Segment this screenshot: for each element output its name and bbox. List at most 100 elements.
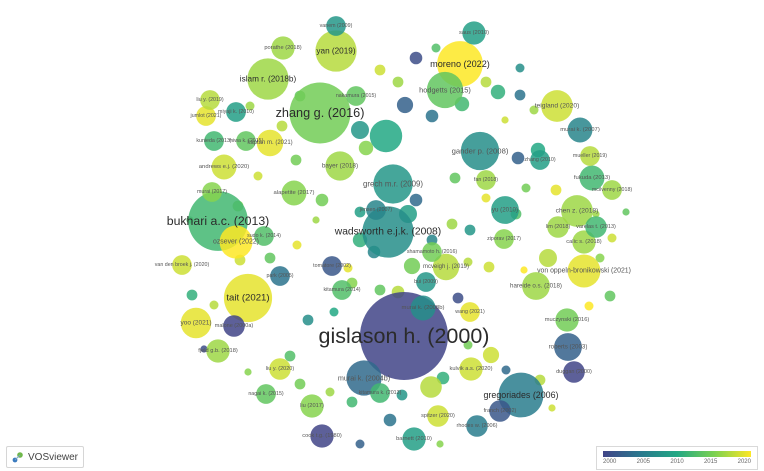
node-dot[interactable] [245,101,255,111]
node-circle[interactable] [270,266,290,286]
node-circle[interactable] [530,150,550,170]
node-dot[interactable] [396,389,408,401]
node-label[interactable]: franch (2002) [484,408,517,414]
node-dot[interactable] [329,307,339,317]
node-dot[interactable] [548,404,556,412]
node-label[interactable]: teigland (2020) [535,103,580,110]
node-label[interactable]: malone (2000a) [215,323,254,329]
node-label[interactable]: kaptan m. (2021) [247,140,292,146]
node-label[interactable]: ozsever (2022) [213,239,259,246]
node-dot[interactable] [244,368,252,376]
node-circle[interactable] [202,182,222,202]
node-dot[interactable] [354,206,366,218]
node-label[interactable]: kunieda (2013) [196,138,232,144]
node-dot[interactable] [520,266,528,274]
node-dot[interactable] [302,314,314,326]
node-label[interactable]: miyaji k. (2010) [218,109,254,115]
node-circle[interactable] [269,358,291,380]
node-label[interactable]: barnett (2010) [396,436,432,442]
node-dot[interactable] [392,76,404,88]
node-label[interactable]: mcilvenny (2018) [592,187,633,193]
node-label[interactable]: vanem (2009) [320,23,353,29]
node-label[interactable]: yan (2019) [316,47,355,56]
node-circle[interactable] [426,71,464,109]
node-circle[interactable] [572,230,596,254]
node-circle[interactable] [211,154,237,180]
node-label[interactable]: murai k. (2007) [560,127,600,133]
node-label[interactable]: fjeld g.b. (2018) [198,348,238,354]
node-dot[interactable] [284,350,296,362]
node-circle[interactable] [422,242,442,262]
node-dot[interactable] [607,233,617,243]
node-label[interactable]: calic s. (2018) [566,239,602,245]
node-dot[interactable] [396,96,414,114]
node-dot[interactable] [409,51,423,65]
node-label[interactable]: bui (2009) [414,279,438,285]
node-label[interactable]: chen z. (2018) [556,208,599,215]
node-dot[interactable] [436,440,444,448]
node-label[interactable]: roberts (2003) [549,344,588,351]
node-circle[interactable] [180,307,212,339]
node-label[interactable]: rhodes w. (2006) [457,423,498,429]
node-circle[interactable] [325,151,355,181]
node-label[interactable]: tomatore (2002) [313,263,351,269]
node-dot[interactable] [490,84,506,100]
node-label[interactable]: mcveigh j. (2019) [423,264,469,270]
node-label[interactable]: murai k. (2004b) [338,374,390,383]
node-label[interactable]: yoo (2021) [180,320,211,327]
node-circle[interactable] [579,165,605,191]
node-dot[interactable] [374,64,386,76]
node-circle[interactable] [522,272,550,300]
node-circle[interactable] [427,405,449,427]
node-circle[interactable] [373,164,413,204]
node-circle[interactable] [254,226,274,246]
node-label[interactable]: murai (2017) [197,189,227,195]
node-circle[interactable] [491,196,519,224]
node-label[interactable]: bayer (2018) [322,163,358,170]
node-dot[interactable] [521,183,531,193]
node-circle[interactable] [271,36,295,60]
node-dot[interactable] [515,63,525,73]
node-dot[interactable] [315,193,329,207]
node-label[interactable]: spitzer (2020) [421,413,455,419]
node-dot[interactable] [595,253,605,263]
node-label[interactable]: muczynski (2016) [545,317,590,323]
node-dot[interactable] [539,249,557,267]
node-circle[interactable] [432,253,460,281]
node-circle[interactable] [489,400,511,422]
node-dot[interactable] [209,300,219,310]
node-label[interactable]: shamamoto h. (2016) [407,249,458,255]
node-circle[interactable] [402,427,426,451]
node-label[interactable]: hareide o.s. (2018) [510,283,562,290]
node-label[interactable]: ziporav (2017) [487,236,521,242]
node-label[interactable]: hodgetts (2015) [419,86,471,95]
node-label[interactable]: nagai k. (2015) [248,391,284,397]
node-dot[interactable] [604,290,616,302]
node-circle[interactable] [322,256,342,276]
node-label[interactable]: kulvik a.s. (2020) [450,366,493,372]
node-dot[interactable] [511,151,525,165]
node-label[interactable]: liu y. (2020) [266,366,294,372]
node-label[interactable]: liu y. (2019) [196,97,224,103]
node-dot[interactable] [290,154,302,166]
node-dot[interactable] [529,105,539,115]
node-dot[interactable] [369,119,403,153]
node-circle[interactable] [204,131,224,151]
node-circle[interactable] [366,200,386,220]
node-circle[interactable] [315,30,357,72]
node-circle[interactable] [602,180,622,200]
node-label[interactable]: moreno (2022) [430,59,490,69]
node-dot[interactable] [325,387,335,397]
node-circle[interactable] [300,394,324,418]
node-circle[interactable] [462,21,486,45]
node-dot[interactable] [501,116,509,124]
node-circle[interactable] [580,146,600,166]
node-label[interactable]: wadsworth e.j.k. (2008) [334,227,441,238]
node-circle[interactable] [416,272,436,292]
node-circle[interactable] [460,302,480,322]
node-circle[interactable] [460,131,500,171]
node-label[interactable]: varelas t. (2013) [576,224,616,230]
node-dot[interactable] [431,43,441,53]
node-label[interactable]: zhang g. (2016) [276,106,365,120]
